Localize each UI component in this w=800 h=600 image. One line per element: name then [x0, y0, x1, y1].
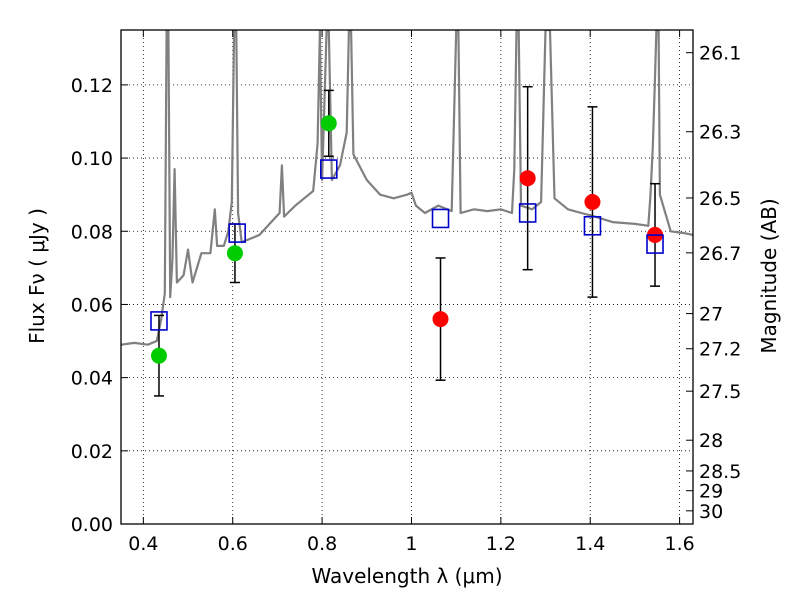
model-point: [583, 215, 602, 236]
plot-background: [121, 30, 693, 524]
template-spectrum-line: [121, 30, 693, 346]
x-tick-label: 1: [405, 533, 417, 555]
plot-area: [121, 30, 693, 397]
y-tick-label: 0.06: [71, 294, 113, 316]
mag-tick-label: 26.1: [699, 43, 741, 65]
y-axis-title: Flux Fν ( μJy ): [25, 208, 49, 344]
y-tick-label: 0.08: [71, 221, 113, 243]
mag-tick-label: 27.5: [699, 381, 741, 403]
tick-labels: 0.4 0.6 0.8 1 1.2 1.4 1.6 0.00 0.02 0.04 0.06 0.08 0…: [71, 43, 742, 555]
mag-tick-label: 28: [699, 430, 723, 452]
model-point: [646, 234, 664, 254]
y-tick-label: 0.12: [71, 75, 113, 97]
x-axis-title: Wavelength λ (μm): [311, 564, 502, 588]
x-tick-label: 0.6: [218, 533, 248, 555]
marker-layer: [150, 85, 664, 397]
data-point: [584, 193, 601, 210]
data-layer: [121, 30, 693, 346]
y-tick-label: 0.02: [71, 441, 113, 463]
model-point: [228, 223, 246, 243]
data-point: [320, 115, 337, 132]
data-point: [432, 311, 449, 328]
plot-frame: [120, 29, 694, 525]
x-tick-label: 0.4: [128, 533, 158, 555]
x-tick-label: 1.6: [664, 533, 694, 555]
y-tick-label: 0.04: [71, 368, 113, 390]
x-tick-label: 1.4: [575, 533, 605, 555]
data-point: [226, 245, 243, 262]
model-point: [319, 159, 338, 179]
mag-tick-label: 26.5: [699, 188, 741, 210]
model-point: [150, 311, 168, 331]
mag-tick-label: 27: [699, 304, 723, 326]
mag-tick-label: 29: [699, 481, 723, 503]
mag-tick-label: 26.3: [699, 122, 741, 144]
mag-tick-label: 26.7: [699, 243, 741, 265]
mag-tick-label: 30: [699, 501, 723, 523]
x-tick-label: 1.2: [486, 533, 516, 555]
data-point: [150, 347, 167, 364]
ticks: [121, 30, 693, 525]
y-tick-label: 0.00: [71, 514, 113, 536]
model-point: [518, 203, 537, 223]
y-tick-label: 0.10: [71, 148, 113, 170]
mag-tick-label: 27.2: [699, 339, 741, 361]
mag-tick-label: 28.5: [699, 461, 741, 483]
x-tick-label: 0.8: [307, 533, 337, 555]
data-point: [519, 170, 536, 187]
y2-axis-title: Magnitude (AB): [757, 198, 781, 353]
model-point: [431, 208, 450, 229]
